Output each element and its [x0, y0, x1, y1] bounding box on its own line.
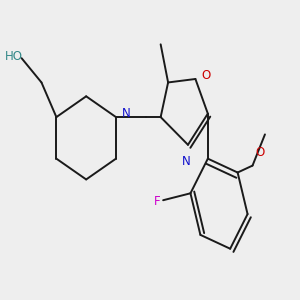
- Text: N: N: [122, 107, 131, 120]
- Text: F: F: [154, 196, 161, 208]
- Text: HO: HO: [5, 50, 23, 63]
- Text: O: O: [201, 69, 210, 82]
- Text: O: O: [255, 146, 264, 159]
- Text: N: N: [182, 155, 191, 168]
